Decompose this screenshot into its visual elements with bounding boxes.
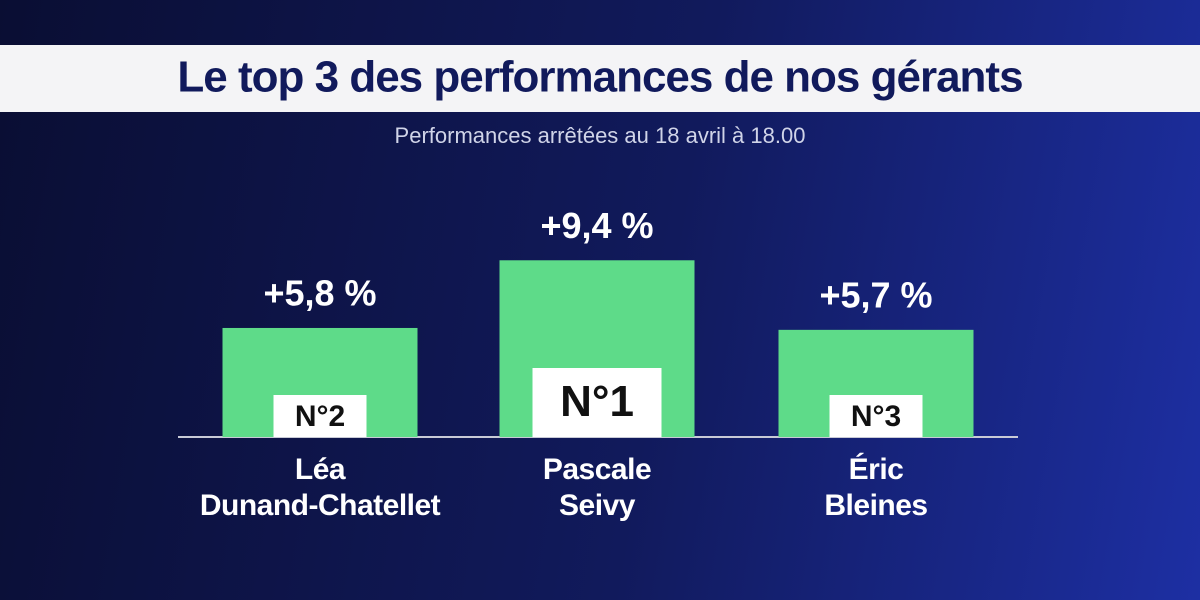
rank-badge <box>532 368 662 437</box>
value-label: +9,4 % <box>540 205 653 246</box>
chart-subtitle: Performances arrêtées au 18 avril à 18.0… <box>395 123 806 148</box>
rank-badge <box>273 395 367 437</box>
rank-label: N°1 <box>560 377 634 426</box>
value-label: +5,8 % <box>263 272 376 313</box>
rank-label: N°3 <box>851 400 901 433</box>
value-label: +5,7 % <box>819 274 932 315</box>
title-band <box>0 45 1200 112</box>
chart-title: Le top 3 des performances de nos gérants <box>177 53 1022 102</box>
category-label: Éric Bleines <box>824 453 928 522</box>
category-label: Léa Dunand-Chatellet <box>199 453 441 522</box>
rank-label: N°2 <box>295 400 345 433</box>
rank-badge <box>829 395 923 437</box>
category-label: Pascale Seivy <box>542 453 652 522</box>
